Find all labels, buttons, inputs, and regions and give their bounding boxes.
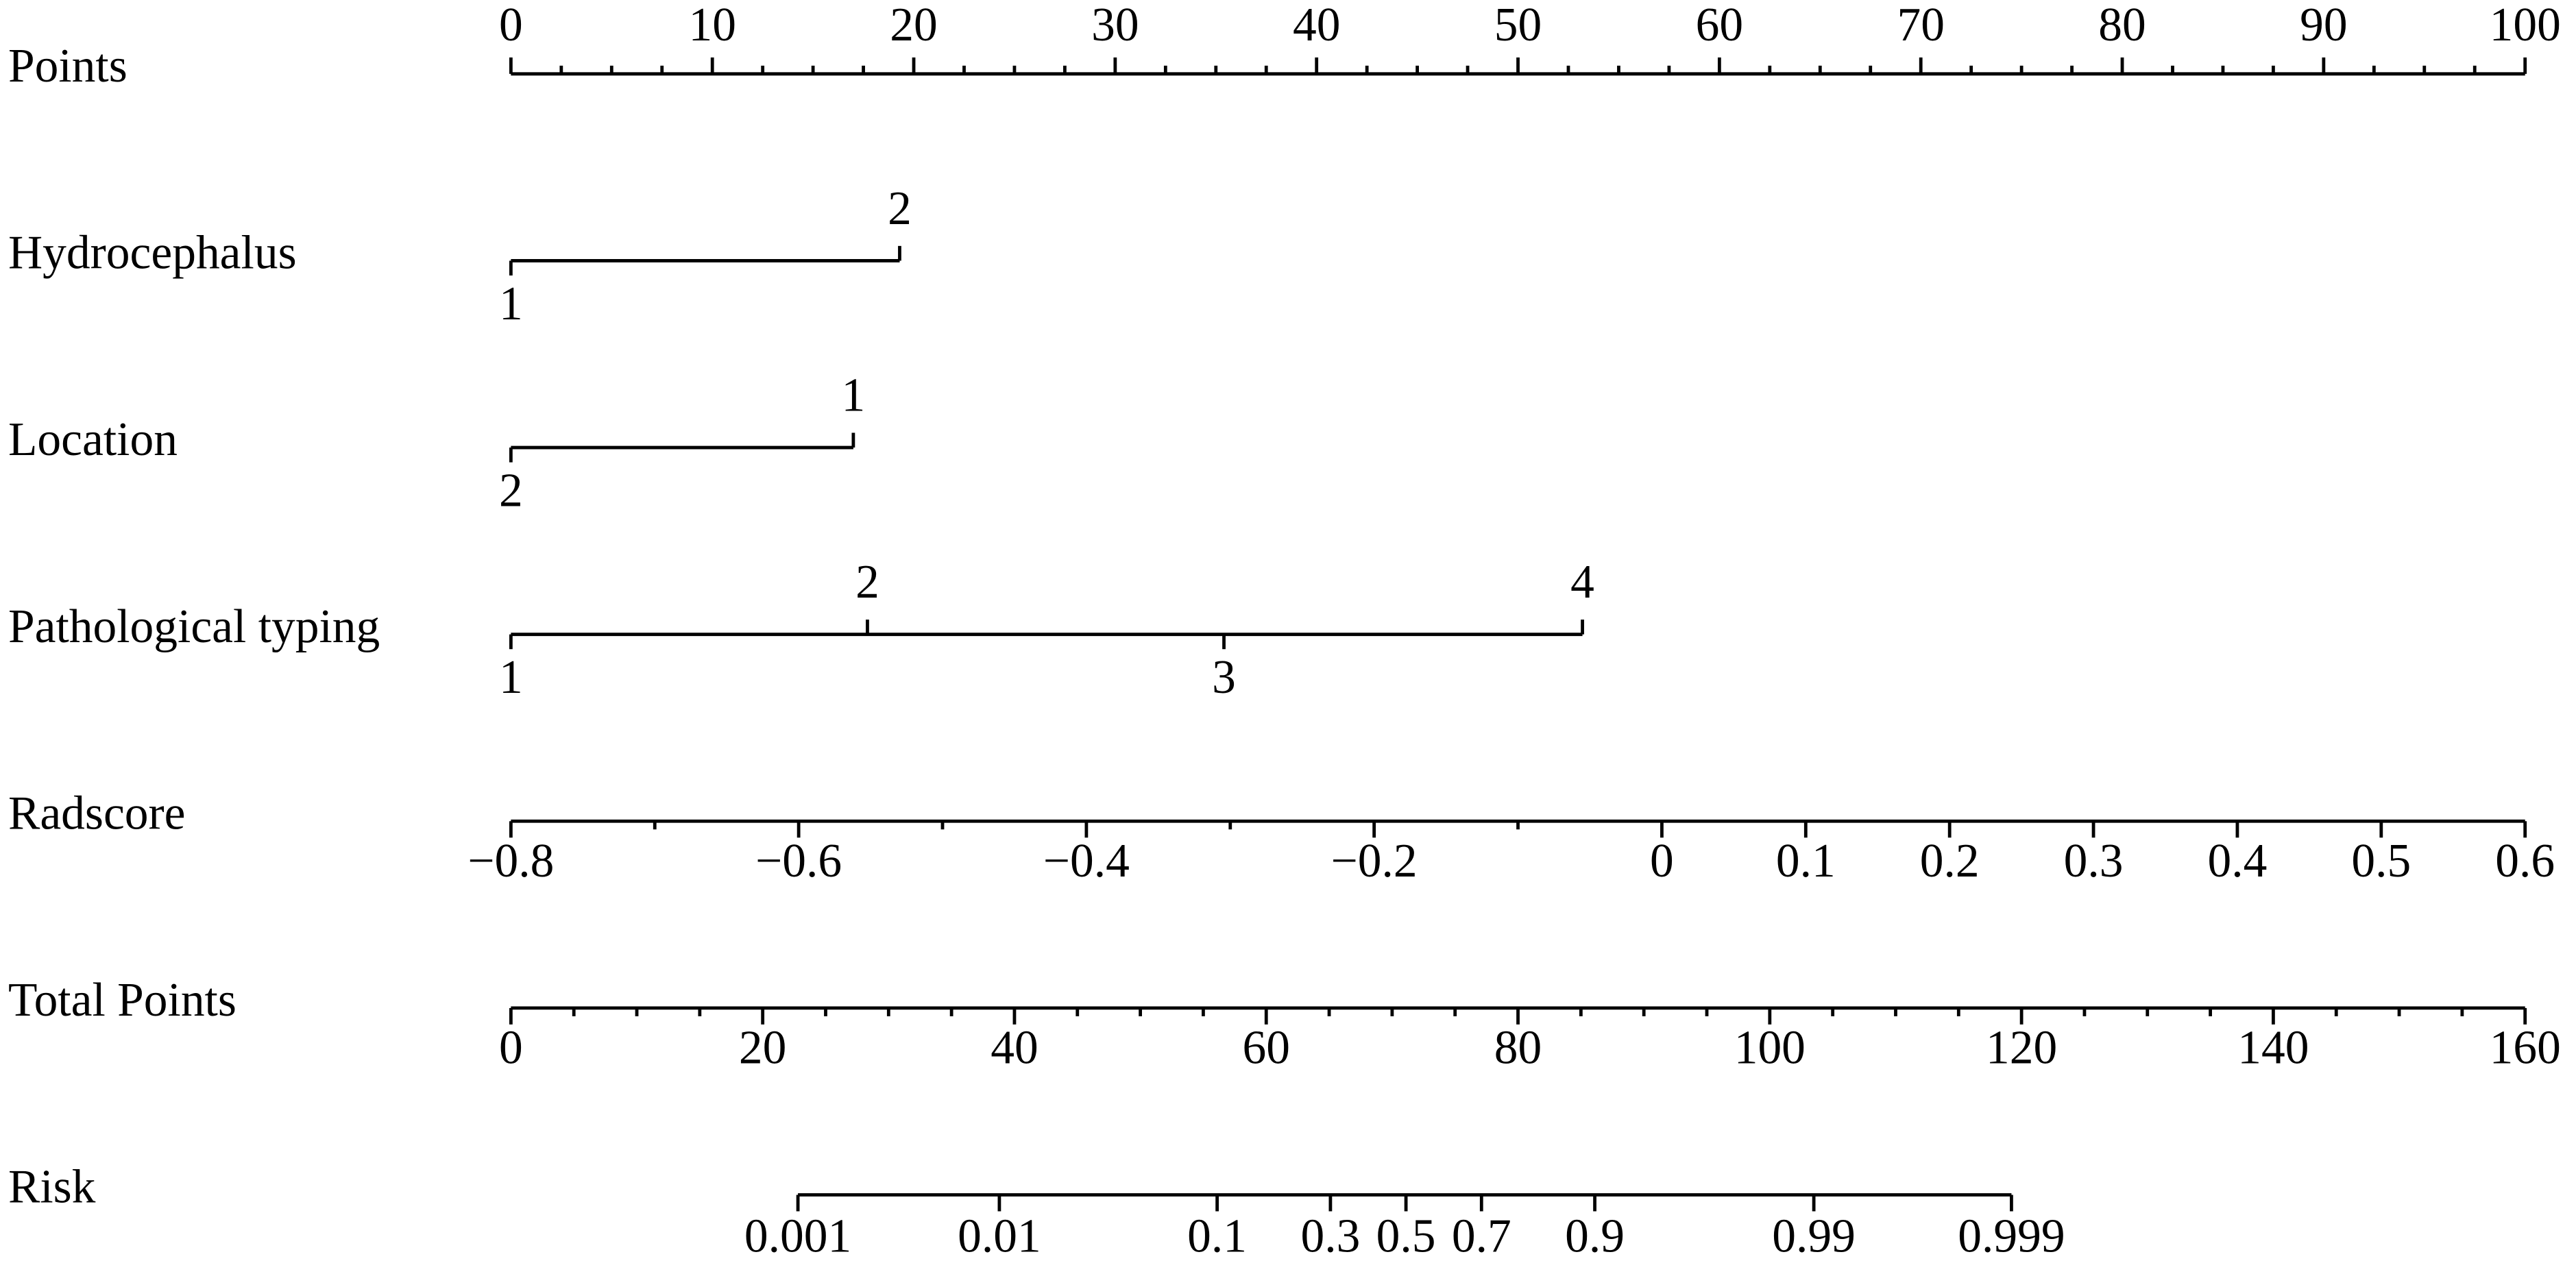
tick-label: 70 <box>1897 0 1944 51</box>
tick-label: 80 <box>1494 1022 1542 1075</box>
row-label: Points <box>8 40 127 93</box>
risk-label: 0.9 <box>1565 1210 1625 1263</box>
level-label: 2 <box>888 182 912 235</box>
level-label: 4 <box>1570 556 1594 609</box>
row-label: Risk <box>8 1161 96 1214</box>
risk-label: 0.01 <box>958 1210 1041 1263</box>
tick-label: 0 <box>499 1022 523 1075</box>
tick-label: 0.3 <box>2064 835 2124 887</box>
tick-label: 20 <box>890 0 937 51</box>
tick-label: 30 <box>1091 0 1139 51</box>
risk-label: 0.3 <box>1300 1210 1360 1263</box>
risk-label: 0.7 <box>1452 1210 1511 1263</box>
tick-label: −0.6 <box>755 835 842 887</box>
tick-label: 20 <box>739 1022 786 1075</box>
level-label: 3 <box>1212 651 1236 704</box>
risk-label: 0.5 <box>1376 1210 1436 1263</box>
level-label: 1 <box>499 651 523 704</box>
risk-label: 0.99 <box>1772 1210 1856 1263</box>
level-label: 1 <box>842 369 866 422</box>
tick-label: 50 <box>1494 0 1542 51</box>
risk-label: 0.001 <box>744 1210 851 1263</box>
tick-label: 100 <box>2490 0 2561 51</box>
tick-label: 0.6 <box>2495 835 2555 887</box>
tick-label: 60 <box>1243 1022 1290 1075</box>
tick-label: 0 <box>499 0 523 51</box>
row-label: Pathological typing <box>8 600 380 653</box>
tick-label: 40 <box>1293 0 1340 51</box>
tick-label: 0.1 <box>1776 835 1836 887</box>
tick-label: −0.2 <box>1331 835 1418 887</box>
tick-label: 140 <box>2237 1022 2309 1075</box>
tick-label: 40 <box>991 1022 1038 1075</box>
tick-label: 0.4 <box>2208 835 2268 887</box>
tick-label: 100 <box>1734 1022 1806 1075</box>
tick-label: 160 <box>2490 1022 2561 1075</box>
tick-label: 0.5 <box>2351 835 2411 887</box>
tick-label: 80 <box>2098 0 2146 51</box>
tick-label: 0.2 <box>1920 835 1980 887</box>
tick-label: 0 <box>1650 835 1674 887</box>
row-label: Location <box>8 413 178 466</box>
tick-label: −0.8 <box>467 835 554 887</box>
level-label: 1 <box>499 278 523 330</box>
tick-label: 60 <box>1696 0 1743 51</box>
tick-label: −0.4 <box>1043 835 1130 887</box>
tick-label: 90 <box>2300 0 2347 51</box>
tick-label: 120 <box>1986 1022 2057 1075</box>
row-label: Total Points <box>8 974 236 1027</box>
row-label: Hydrocephalus <box>8 227 297 280</box>
level-label: 2 <box>855 556 879 609</box>
level-label: 2 <box>499 464 523 517</box>
risk-label: 0.999 <box>1958 1210 2065 1263</box>
tick-label: 10 <box>688 0 736 51</box>
risk-label: 0.1 <box>1187 1210 1247 1263</box>
row-label: Radscore <box>8 787 186 840</box>
